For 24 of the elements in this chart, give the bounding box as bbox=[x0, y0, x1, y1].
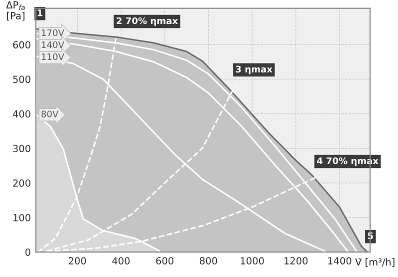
series-label: 140V bbox=[42, 41, 64, 48]
series-label: 80V bbox=[41, 110, 58, 118]
annotation: 1 bbox=[38, 9, 42, 16]
annotation: 4 70% ηmax bbox=[317, 157, 378, 166]
y-tick-label: 100 bbox=[13, 214, 30, 222]
annotation: 2 70% ηmax bbox=[116, 17, 178, 26]
y-axis-title: ΔP$_{fa}$ [Pa] bbox=[6, 1, 25, 21]
y-tick-label: 400 bbox=[12, 110, 30, 118]
series-label: 110V bbox=[42, 53, 64, 60]
y-tick-label: 300 bbox=[13, 144, 30, 152]
y-tick-label: 500 bbox=[13, 76, 30, 84]
series-label: 170V bbox=[42, 29, 64, 36]
y-tick-label: 0 bbox=[25, 248, 30, 256]
x-tick-label: 1000 bbox=[240, 257, 264, 264]
y-tick-label: 600 bbox=[13, 41, 30, 48]
x-axis-title: V̇ [m³/h] bbox=[355, 258, 394, 267]
x-tick-label: 800 bbox=[200, 257, 218, 264]
y-tick-label: 200 bbox=[13, 179, 30, 187]
annotation: 3 ηmax bbox=[236, 66, 272, 74]
x-tick-label: 600 bbox=[156, 257, 174, 264]
x-tick-label: 1400 bbox=[328, 257, 352, 264]
x-tick-label: 400 bbox=[112, 257, 130, 264]
x-tick-label: 1200 bbox=[284, 257, 308, 264]
x-tick-label: 200 bbox=[68, 257, 86, 264]
